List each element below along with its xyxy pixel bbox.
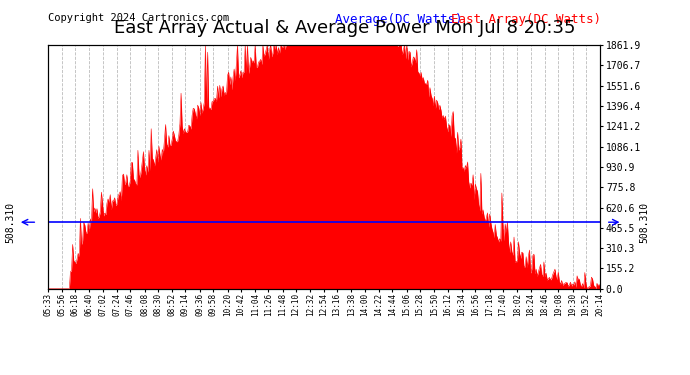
Text: 508.310: 508.310 bbox=[639, 202, 649, 243]
Text: East Array(DC Watts): East Array(DC Watts) bbox=[451, 13, 601, 26]
Text: 508.310: 508.310 bbox=[6, 202, 15, 243]
Text: Average(DC Watts): Average(DC Watts) bbox=[335, 13, 463, 26]
Text: East Array Actual & Average Power Mon Jul 8 20:35: East Array Actual & Average Power Mon Ju… bbox=[115, 19, 575, 37]
Text: Copyright 2024 Cartronics.com: Copyright 2024 Cartronics.com bbox=[48, 13, 230, 23]
